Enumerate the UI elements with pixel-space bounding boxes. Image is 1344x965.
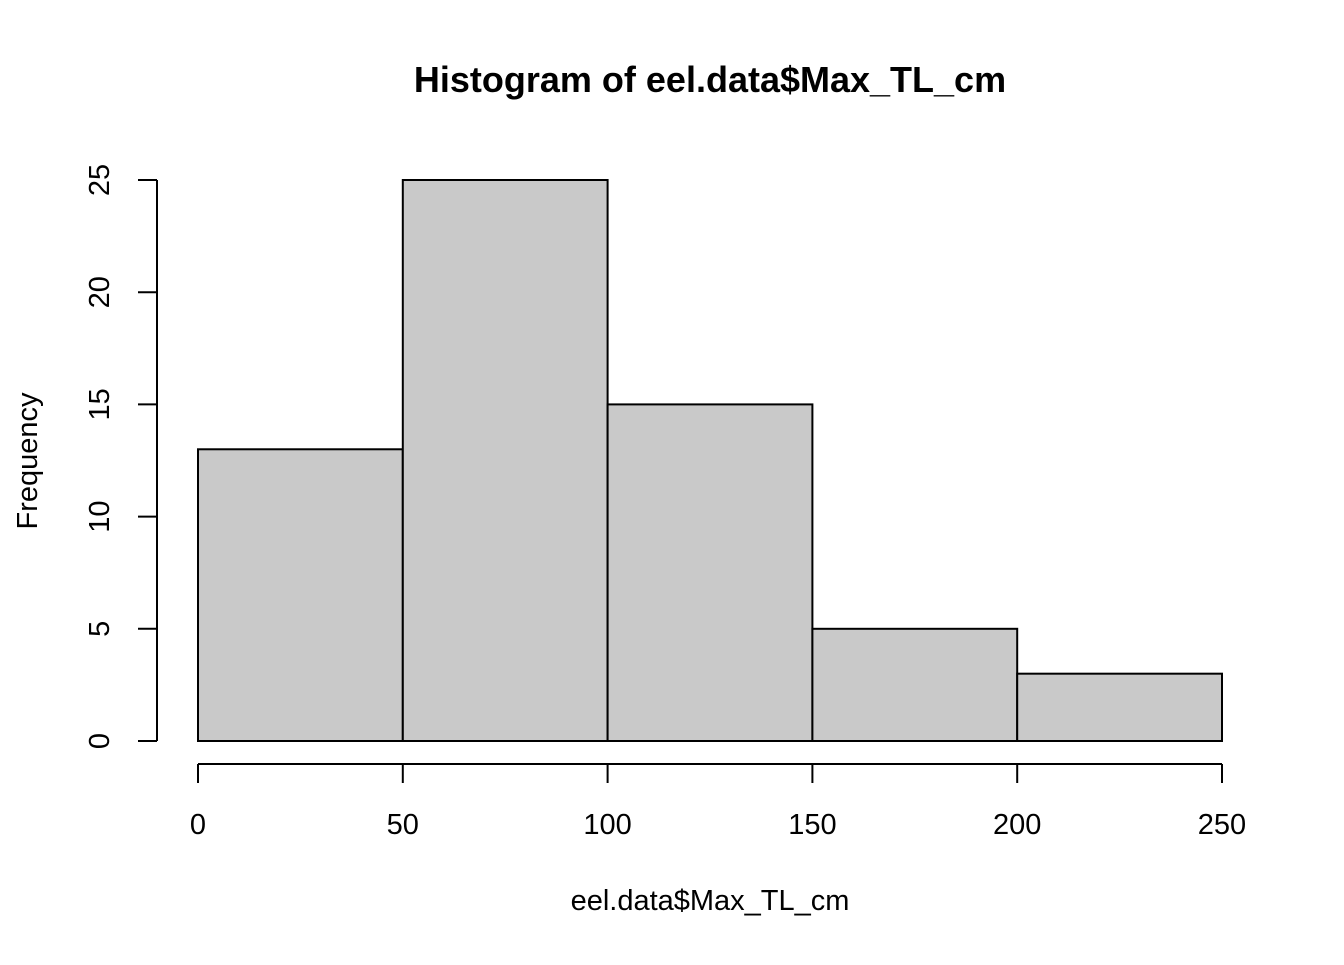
y-tick-label-0: 0 xyxy=(84,733,116,749)
x-tick-label-0: 0 xyxy=(190,809,206,841)
x-tick-label-5: 250 xyxy=(1198,809,1246,841)
x-tick-label-4: 200 xyxy=(993,809,1041,841)
histogram-bar-2 xyxy=(606,403,814,742)
histogram-bar-1 xyxy=(401,179,609,742)
histogram-bar-0 xyxy=(197,448,404,742)
y-axis: 0 5 10 15 20 25 xyxy=(84,164,158,749)
x-tick-label-3: 150 xyxy=(788,809,836,841)
y-tick-label-5: 25 xyxy=(84,164,116,196)
y-tick-label-1: 5 xyxy=(84,621,116,637)
y-tick-label-4: 20 xyxy=(84,276,116,308)
bars xyxy=(197,179,1224,742)
histogram-bar-4 xyxy=(1016,672,1224,742)
x-tick-label-2: 100 xyxy=(583,809,631,841)
y-tick-label-3: 15 xyxy=(84,388,116,420)
x-tick-label-1: 50 xyxy=(387,809,419,841)
y-axis-label: Frequency xyxy=(12,392,44,530)
x-axis-label: eel.data$Max_TL_cm xyxy=(571,885,850,917)
chart-title: Histogram of eel.data$Max_TL_cm xyxy=(414,59,1006,100)
histogram-bar-3 xyxy=(811,627,1019,742)
x-axis: 0 50 100 150 200 250 xyxy=(190,763,1246,841)
y-tick-label-2: 10 xyxy=(84,500,116,532)
